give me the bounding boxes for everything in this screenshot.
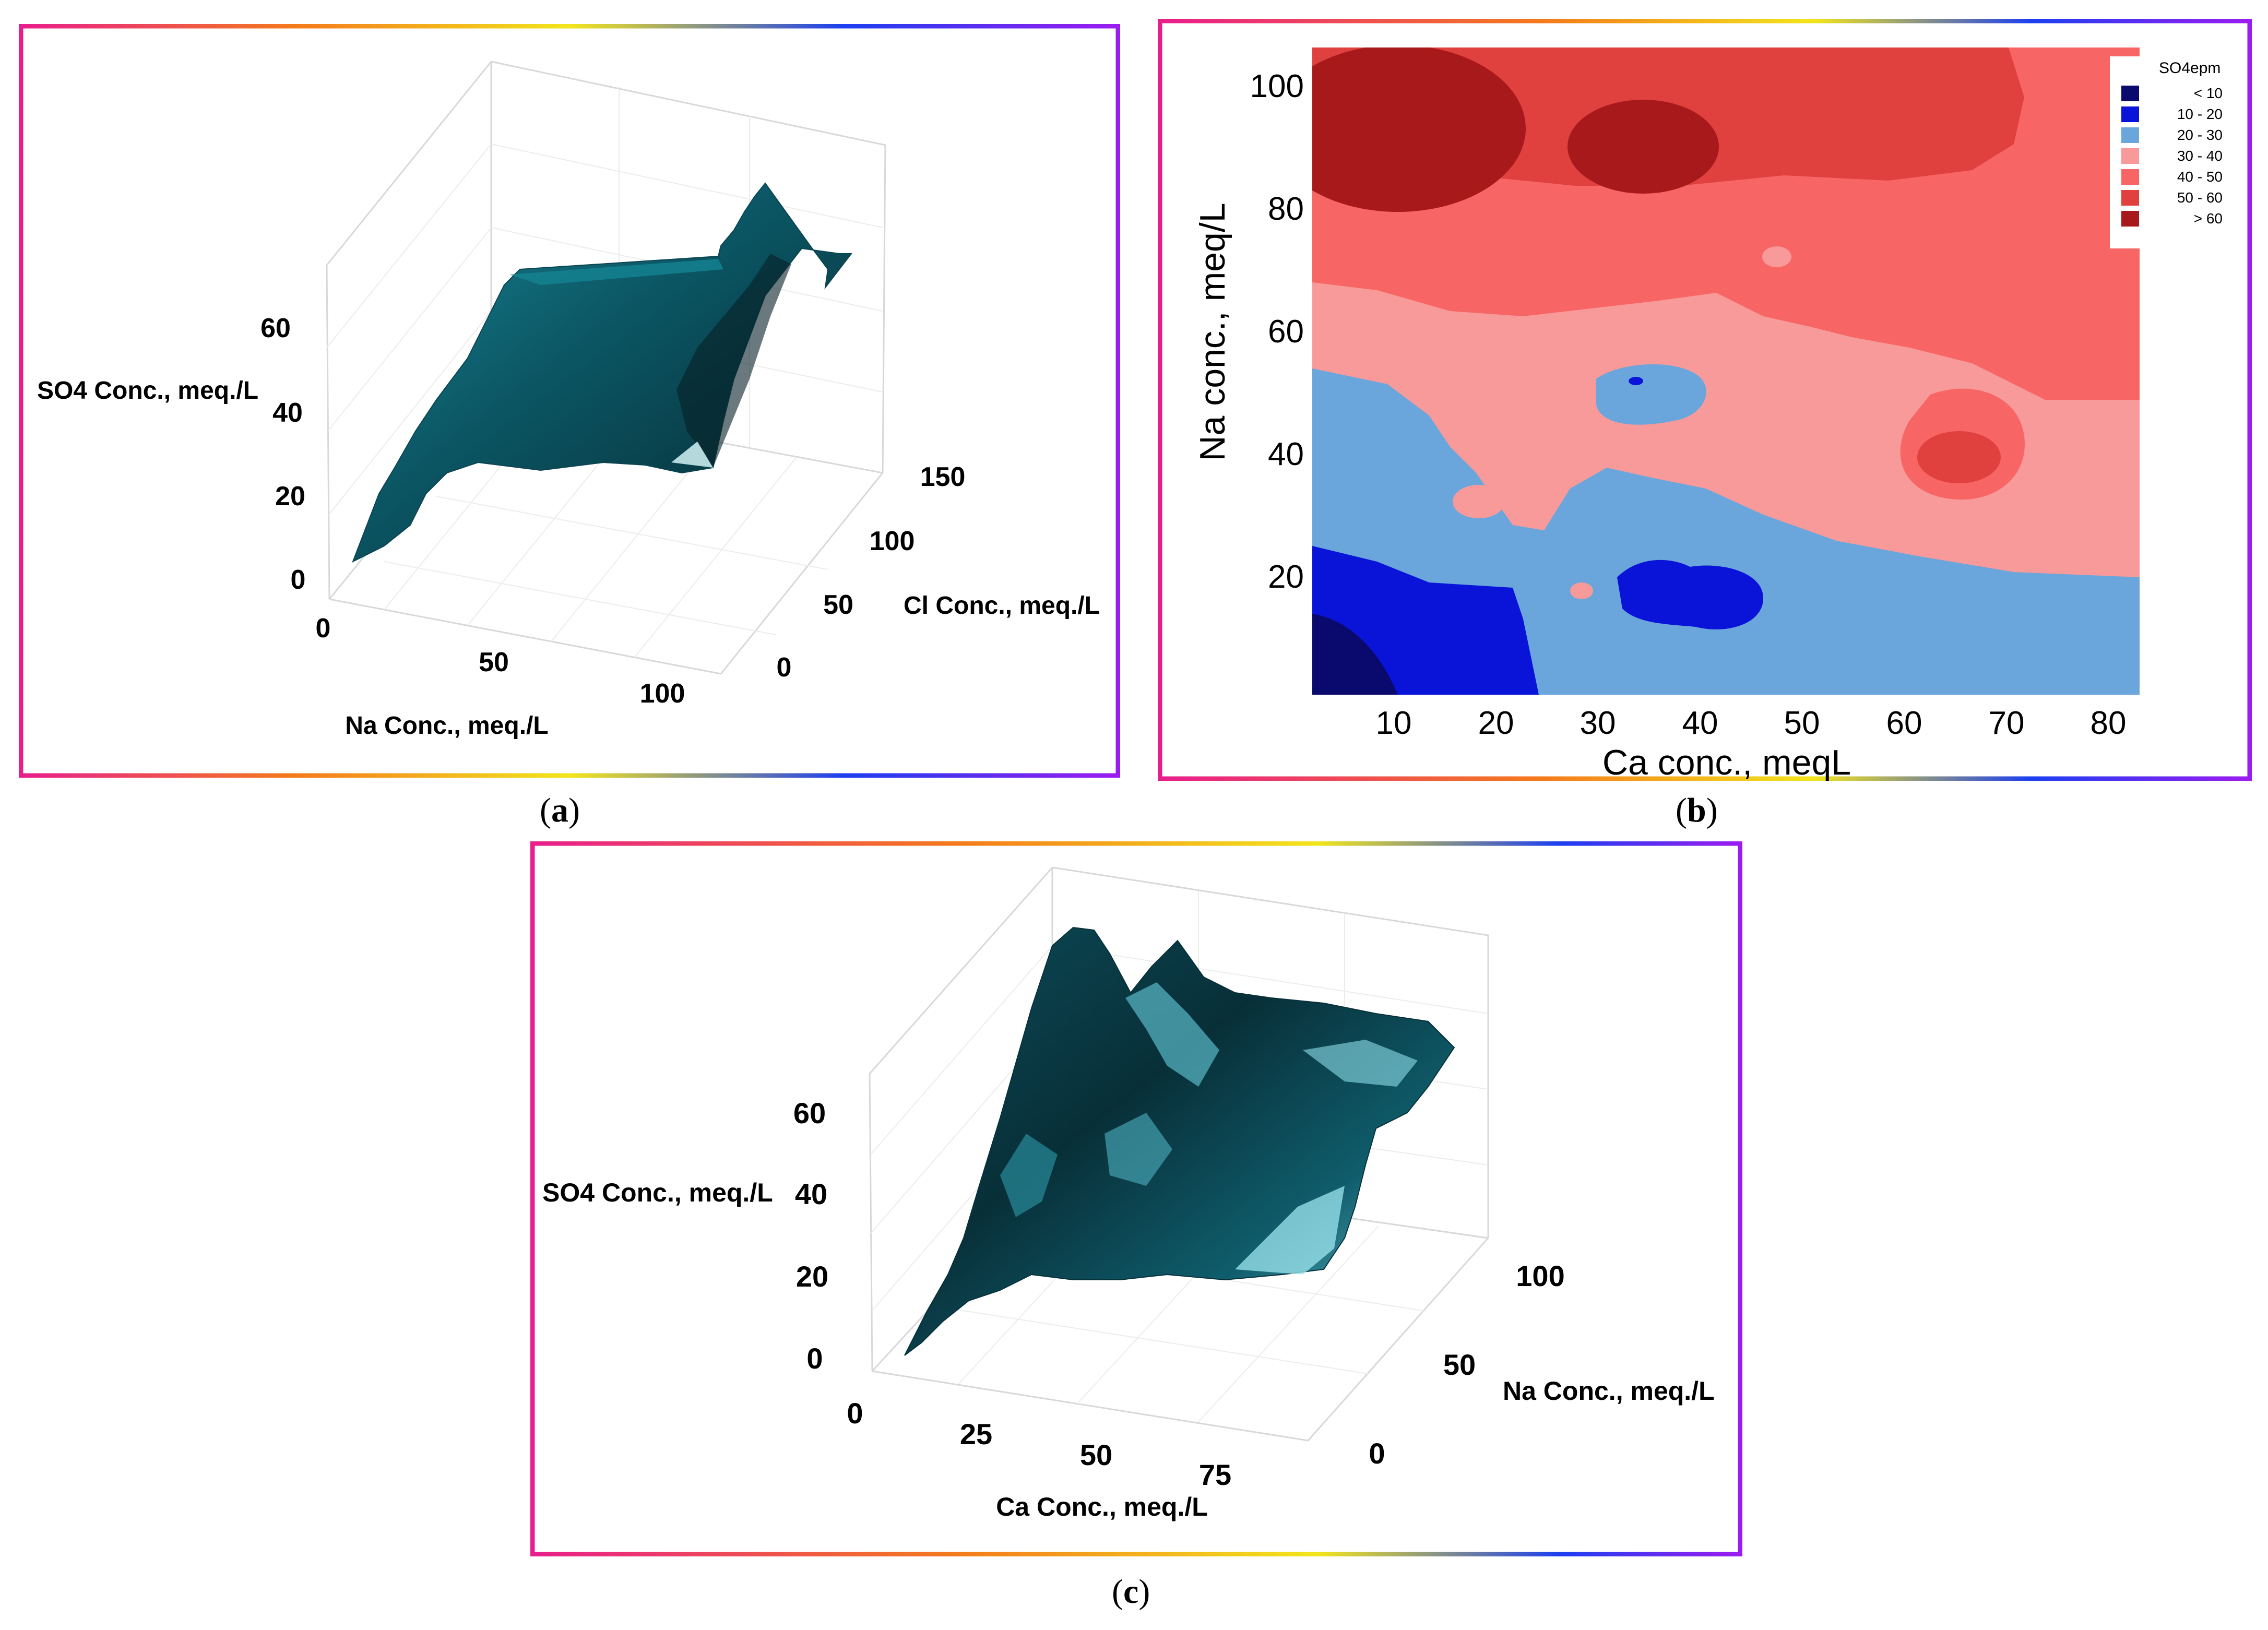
x-tick-c-1: 25 [960,1418,992,1450]
x-tick-b-80: 80 [2091,705,2127,741]
contour-fill-gt60-a [1312,47,1526,212]
legend-swatch-2 [2121,127,2139,143]
legend-b: SO4epm < 10 10 - 20 20 - 30 30 - 40 40 -… [2110,56,2228,248]
panel-a: 0 20 40 60 SO4 Conc., meq./L 0 50 100 Na… [18,23,1121,778]
x-tick-c-3: 75 [1199,1458,1231,1491]
panel-c: 0 20 40 60 SO4 Conc., meq./L 0 25 50 75 … [530,841,1743,1557]
panel-c-border [530,841,1743,1557]
y-tick-b-40: 40 [1268,436,1304,472]
y-tick-b-60: 60 [1268,314,1304,350]
y-tick-a-1: 50 [823,590,853,620]
y-tick-c-2: 100 [1516,1259,1564,1292]
contour-fill-lt10 [1312,614,1398,695]
x-tick-a-0: 0 [316,613,331,644]
contour-fill-gt60-b [1568,100,1719,194]
contour-fill-10-20-dot [1629,377,1643,385]
surface-chart-c: 0 20 40 60 SO4 Conc., meq./L 0 25 50 75 … [530,841,1743,1557]
x-tick-a-2: 100 [640,679,685,709]
x-tick-c-0: 0 [847,1397,863,1430]
contour-fill-20-30-island [1596,364,1706,425]
legend-label-4: 40 - 50 [2177,169,2223,185]
surface-c [904,926,1455,1356]
legend-label-6: > 60 [2194,210,2223,227]
y-tick-c-0: 0 [1369,1437,1385,1470]
surface-a-highlight [671,442,713,468]
y-tick-a-0: 0 [777,652,792,683]
contour-fill-40-50-dot [1762,246,1791,267]
y-axis-label-b: Na conc., meq/L [1193,203,1232,461]
legend-swatch-0 [2121,86,2139,101]
x-tick-b-30: 30 [1580,705,1616,741]
y-tick-a-3: 150 [920,462,966,492]
panel-b-border [1157,18,2252,781]
surface-c-highlight-3 [1303,1040,1418,1087]
z-tick-c-3: 60 [793,1097,826,1129]
y-axis-label-a: Cl Conc., meq./L [904,592,1100,620]
z-tick-a-2: 40 [272,398,303,428]
caption-a: (a) [540,791,580,829]
x-axis-label-a: Na Conc., meq./L [345,712,548,740]
caption-a-letter: a [551,791,568,829]
contour-plot-area [1312,47,2140,695]
z-tick-c-0: 0 [806,1342,823,1375]
y-axis-label-c: Na Conc., meq./L [1503,1376,1715,1406]
surface-c-highlight-2 [1125,982,1219,1087]
x-tick-a-1: 50 [479,647,509,677]
y-tick-a-2: 100 [870,526,915,556]
surface-a-top [509,259,723,285]
legend-swatch-3 [2121,148,2139,164]
caption-b: (b) [1676,791,1718,829]
legend-swatch-1 [2121,106,2139,122]
panel-b: 20 40 60 80 100 10 20 30 40 50 60 70 80 … [1157,18,2252,782]
contour-fill-50-60-island [1917,431,2001,483]
contour-chart-b: 20 40 60 80 100 10 20 30 40 50 60 70 80 … [1157,18,2252,782]
y-tick-b-100: 100 [1250,68,1304,104]
x-tick-b-10: 10 [1376,705,1412,741]
legend-label-1: 10 - 20 [2177,106,2223,122]
x-tick-c-2: 50 [1080,1438,1112,1471]
z-tick-a-0: 0 [291,565,306,595]
surface-chart-a: 0 20 40 60 SO4 Conc., meq./L 0 50 100 Na… [18,23,1121,778]
x-tick-b-70: 70 [1989,705,2025,741]
x-axis-label-c: Ca Conc., meq./L [996,1492,1208,1521]
x-tick-b-50: 50 [1784,705,1820,741]
contour-fill-30-40-island [1453,485,1505,518]
x-tick-b-20: 20 [1478,705,1514,741]
z-tick-a-3: 60 [260,313,291,343]
y-tick-c-1: 50 [1443,1348,1476,1381]
z-axis-label-c: SO4 Conc., meq./L [542,1178,773,1207]
legend-title: SO4epm [2159,60,2220,77]
z-tick-a-1: 20 [275,481,305,511]
z-axis-label-a: SO4 Conc., meq./L [37,377,258,404]
x-tick-b-60: 60 [1886,705,1922,741]
caption-c-letter: c [1123,1573,1139,1611]
contour-fill-30-40-dot [1570,582,1593,599]
legend-swatch-4 [2121,169,2139,185]
surface-a [352,182,853,563]
y-tick-b-80: 80 [1268,191,1304,227]
legend-swatch-5 [2121,190,2139,206]
z-tick-c-1: 20 [796,1260,828,1293]
y-tick-b-20: 20 [1268,559,1304,595]
surface-c-highlight-4 [1000,1134,1058,1217]
surface-c-highlight-5 [1105,1113,1172,1186]
legend-label-3: 30 - 40 [2177,148,2223,164]
legend-label-5: 50 - 60 [2177,189,2223,206]
x-axis-label-b: Ca conc., meqL [1602,743,1851,781]
caption-c: (c) [1112,1573,1150,1611]
surface-c-highlight-1 [1235,1186,1345,1275]
surface-a-shadow [676,254,791,468]
panel-a-border [18,23,1121,778]
legend-swatch-6 [2121,211,2139,227]
z-tick-c-2: 40 [795,1177,827,1210]
caption-b-letter: b [1687,791,1706,829]
contour-fill-10-20-island [1617,560,1763,629]
legend-label-2: 20 - 30 [2177,127,2223,143]
legend-label-0: < 10 [2194,85,2223,101]
x-tick-b-40: 40 [1682,705,1718,741]
